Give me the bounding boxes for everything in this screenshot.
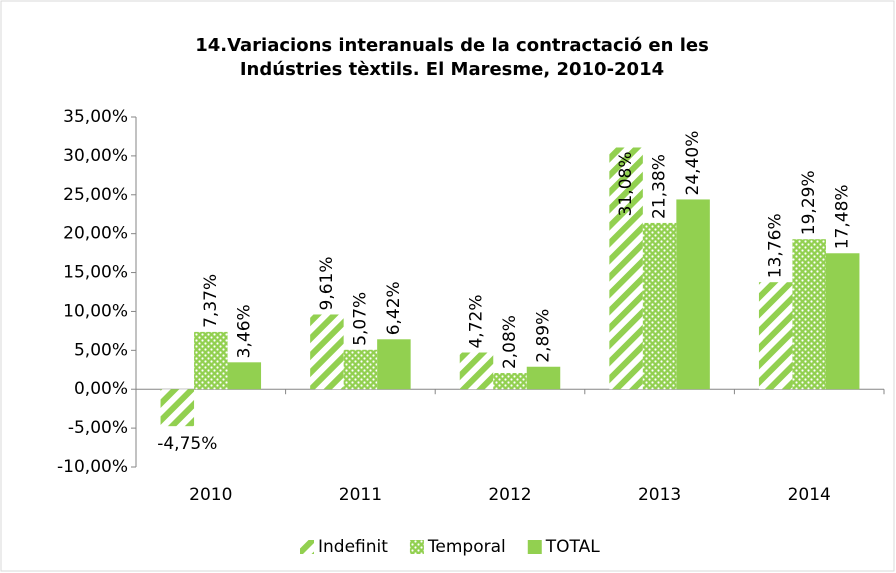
y-tick-label: 0,00% [74,379,128,399]
data-label: 13,76% [766,213,786,278]
y-tick-label: 10,00% [63,301,128,321]
bar [609,147,643,390]
data-label: 3,46% [234,304,254,358]
bar [758,282,793,390]
data-label: 2,08% [500,315,520,369]
bar [194,331,228,390]
data-label: 24,40% [683,131,703,196]
bar [792,239,826,390]
bar [526,366,561,390]
data-label: 19,29% [799,170,819,235]
data-label: 7,37% [201,274,221,328]
bar [160,389,195,427]
x-tick-label: 2010 [189,485,232,505]
y-tick-label: -10,00% [57,457,128,477]
x-tick-label: 2011 [339,485,382,505]
bar [310,314,344,390]
data-label: -4,75% [157,434,217,454]
bar [825,253,860,390]
legend-label: TOTAL [545,537,600,557]
data-label: 4,72% [467,294,487,348]
y-tick-label: 35,00% [63,107,128,127]
chart-title: 14.Variacions interanuals de la contract… [195,35,709,56]
chart-title: Indústries tèxtils. El Maresme, 2010-201… [240,59,664,80]
y-tick-label: 5,00% [74,340,128,360]
bar [377,339,411,390]
legend-swatch [300,540,314,554]
legend-swatch [527,540,542,554]
y-tick-label: 15,00% [63,263,128,283]
bar [642,222,677,390]
data-label: 9,61% [317,256,337,310]
bar [227,362,262,390]
legend-label: Indefinit [318,537,388,557]
y-tick-label: -5,00% [68,418,128,438]
bar [676,199,710,390]
bar [493,373,527,390]
legend-label: Temporal [427,537,506,557]
data-label: 31,08% [616,151,636,216]
y-tick-label: 25,00% [63,185,128,205]
data-label: 5,07% [350,292,370,346]
y-tick-label: 20,00% [63,224,128,244]
x-tick-label: 2014 [788,485,831,505]
legend-swatch [409,540,424,554]
x-tick-label: 2013 [638,485,681,505]
data-label: 21,38% [650,154,670,219]
data-label: 6,42% [384,281,404,335]
data-label: 2,89% [534,309,554,363]
y-tick-label: 30,00% [63,146,128,166]
x-tick-label: 2012 [488,485,531,505]
bar [343,349,378,390]
data-label: 17,48% [833,184,853,249]
bar [459,352,494,390]
